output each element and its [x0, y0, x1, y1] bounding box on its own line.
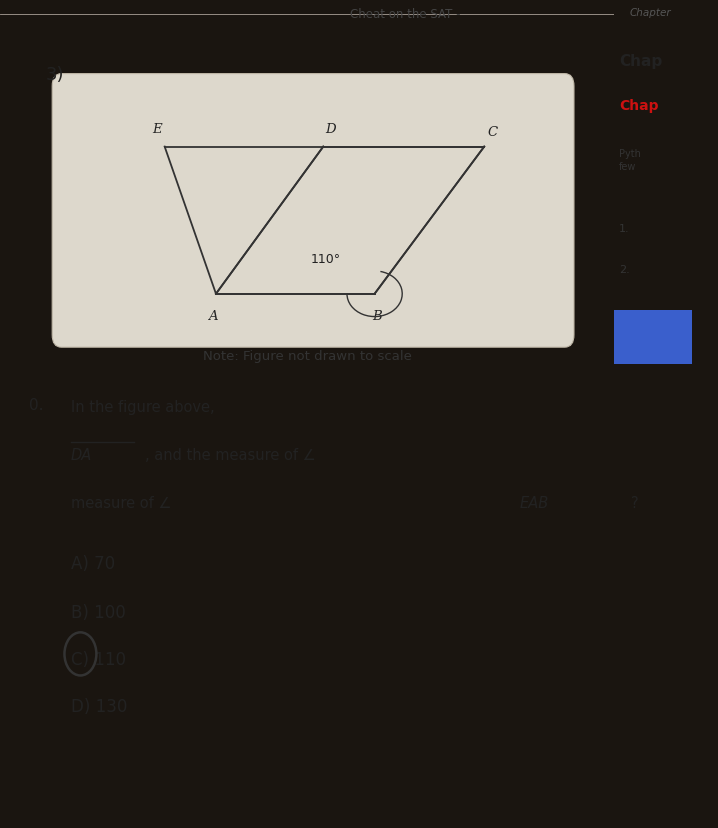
Text: D) 130: D) 130 [70, 697, 127, 715]
Text: Chap: Chap [619, 54, 662, 69]
Text: A: A [208, 310, 218, 322]
Text: 3): 3) [46, 66, 65, 84]
Text: EAB: EAB [519, 495, 549, 510]
Text: DA: DA [70, 447, 92, 462]
Text: Note: Figure not drawn to scale: Note: Figure not drawn to scale [202, 349, 411, 363]
Text: C) 110: C) 110 [70, 650, 126, 668]
Text: 110°: 110° [311, 253, 341, 266]
Text: , and the measure of ∠: , and the measure of ∠ [145, 447, 316, 462]
Text: B) 100: B) 100 [70, 603, 126, 621]
Text: A) 70: A) 70 [70, 555, 115, 573]
FancyBboxPatch shape [52, 75, 574, 348]
Text: In the figure above,: In the figure above, [70, 399, 219, 414]
Text: Chap: Chap [619, 99, 658, 113]
Text: D: D [325, 123, 336, 136]
Text: 2.: 2. [619, 265, 630, 275]
FancyBboxPatch shape [614, 310, 692, 364]
Text: C: C [488, 126, 498, 138]
Text: ?: ? [631, 495, 639, 510]
Text: Chapter: Chapter [630, 8, 671, 18]
Text: E: E [151, 123, 162, 136]
Text: 1.: 1. [619, 224, 630, 233]
Text: measure of ∠: measure of ∠ [70, 495, 171, 510]
Text: 0.: 0. [29, 397, 44, 412]
Text: Cheat on the SAT -: Cheat on the SAT - [350, 8, 460, 22]
Text: B: B [372, 310, 382, 322]
Text: Pyth
few: Pyth few [619, 149, 641, 172]
